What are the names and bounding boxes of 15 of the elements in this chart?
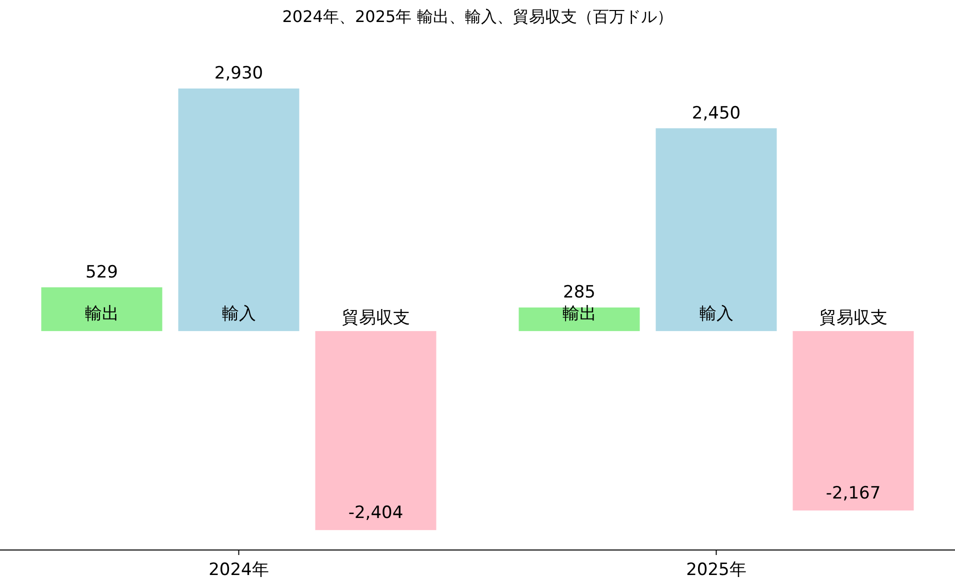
data-label: 529 — [86, 262, 118, 282]
series-label: 輸入 — [222, 304, 256, 324]
chart-title: 2024年、2025年 輸出、輸入、貿易収支（百万ドル） — [282, 7, 673, 26]
data-label: 285 — [563, 282, 596, 302]
series-label: 貿易収支 — [342, 308, 410, 328]
x-tick-label: 2024年 — [208, 560, 269, 580]
data-label: 2,450 — [692, 103, 741, 124]
data-label: -2,404 — [348, 503, 404, 524]
data-label: 2,930 — [214, 64, 264, 84]
text: 貿易収支 — [819, 308, 888, 328]
text: 輸入 — [699, 304, 734, 324]
x-tick-label: 2025年 — [686, 560, 746, 580]
text: 輸出 — [84, 304, 119, 324]
series-label: 輸出 — [562, 304, 596, 324]
data-label: -2,167 — [826, 483, 881, 504]
